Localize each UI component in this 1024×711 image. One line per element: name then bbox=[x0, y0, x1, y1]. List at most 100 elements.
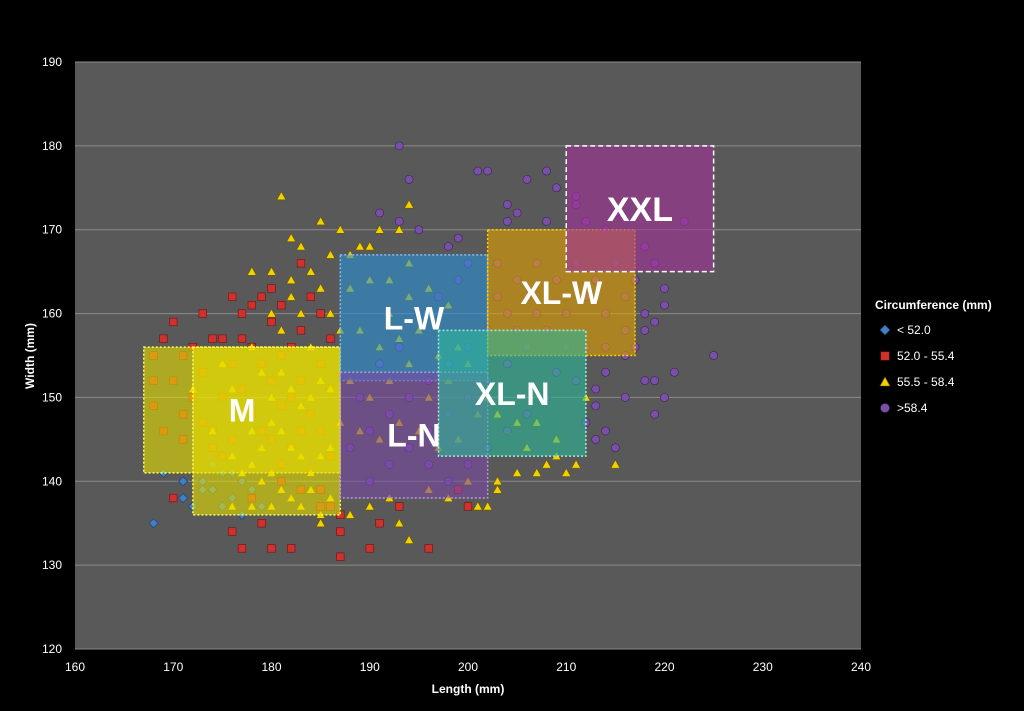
data-point bbox=[709, 351, 718, 360]
data-point bbox=[601, 426, 610, 436]
data-point bbox=[218, 334, 227, 343]
legend-label: 52.0 - 55.4 bbox=[897, 349, 955, 363]
data-point bbox=[552, 183, 561, 193]
x-tick-label: 200 bbox=[458, 660, 478, 674]
zone-label-xxl: XXL bbox=[607, 191, 673, 229]
data-point bbox=[591, 384, 601, 394]
data-point bbox=[315, 283, 326, 293]
data-point bbox=[364, 241, 375, 251]
data-point bbox=[483, 166, 493, 176]
data-point bbox=[404, 199, 415, 209]
data-point bbox=[492, 476, 503, 486]
data-point bbox=[295, 241, 306, 251]
data-point bbox=[669, 367, 679, 377]
data-point bbox=[169, 493, 178, 503]
data-point bbox=[276, 191, 287, 201]
axis-tick-labels: 160 170 180 190 200 210 220 230 240 120 130 140 150 1… bbox=[42, 55, 871, 674]
data-point bbox=[375, 519, 384, 528]
data-point bbox=[591, 435, 601, 444]
size-zone-xxl bbox=[565, 145, 715, 273]
legend-marker-triangle bbox=[879, 376, 891, 387]
data-point bbox=[394, 224, 405, 234]
y-axis-title: Width (mm) bbox=[23, 323, 37, 389]
data-point bbox=[266, 308, 277, 318]
data-point bbox=[640, 376, 650, 386]
legend: Circumference (mm) < 52.0 52.0 - 55.4 55.5… bbox=[875, 298, 992, 415]
data-point bbox=[650, 376, 660, 386]
x-tick-label: 170 bbox=[163, 660, 183, 674]
data-point bbox=[542, 216, 551, 226]
data-point bbox=[267, 544, 276, 553]
data-point bbox=[169, 317, 178, 327]
legend-label: >58.4 bbox=[897, 401, 928, 415]
data-point bbox=[237, 544, 247, 553]
data-point bbox=[531, 467, 542, 477]
data-point bbox=[257, 519, 266, 528]
data-point bbox=[571, 459, 582, 469]
data-point bbox=[395, 502, 404, 511]
x-tick-label: 230 bbox=[753, 660, 773, 674]
data-point bbox=[522, 175, 532, 184]
data-point bbox=[286, 291, 297, 301]
legend-label: < 52.0 bbox=[897, 323, 931, 337]
data-point bbox=[286, 274, 297, 284]
data-point bbox=[178, 476, 188, 487]
data-point bbox=[640, 309, 650, 318]
y-tick-label: 190 bbox=[42, 55, 62, 69]
size-zone-m bbox=[192, 346, 342, 516]
data-point bbox=[287, 544, 296, 553]
x-tick-label: 220 bbox=[654, 660, 674, 674]
data-point bbox=[650, 409, 660, 419]
data-point bbox=[267, 317, 276, 327]
data-point bbox=[326, 334, 335, 343]
data-point bbox=[295, 308, 306, 318]
data-point bbox=[267, 284, 276, 293]
data-point bbox=[591, 401, 601, 411]
data-point bbox=[364, 501, 375, 511]
data-point bbox=[306, 292, 315, 301]
data-point bbox=[541, 459, 552, 469]
size-zone-xl-n bbox=[437, 329, 587, 457]
data-point bbox=[601, 367, 610, 377]
data-point bbox=[247, 301, 256, 310]
data-point bbox=[394, 518, 405, 528]
data-point bbox=[305, 266, 316, 276]
data-point bbox=[159, 334, 168, 343]
data-point bbox=[482, 501, 493, 511]
data-point bbox=[611, 443, 620, 453]
legend-marker-square bbox=[880, 351, 890, 361]
data-point bbox=[228, 292, 237, 301]
data-point bbox=[148, 518, 159, 529]
data-point bbox=[315, 216, 326, 226]
data-point bbox=[424, 544, 433, 553]
data-point bbox=[660, 393, 669, 402]
data-point bbox=[463, 502, 473, 511]
data-point bbox=[315, 518, 326, 528]
x-axis-title: Length (mm) bbox=[432, 682, 505, 696]
x-tick-label: 180 bbox=[261, 660, 281, 674]
data-point bbox=[512, 467, 523, 477]
data-point bbox=[228, 527, 237, 536]
data-point bbox=[404, 175, 414, 184]
data-point bbox=[502, 216, 512, 226]
data-point bbox=[336, 552, 345, 561]
data-point bbox=[325, 249, 336, 259]
data-point bbox=[198, 309, 207, 318]
data-point bbox=[472, 501, 483, 511]
data-point bbox=[325, 308, 336, 318]
data-point bbox=[542, 166, 551, 176]
legend-title: Circumference (mm) bbox=[875, 298, 992, 312]
data-point bbox=[277, 301, 286, 310]
data-point bbox=[640, 325, 650, 335]
legend-marker-diamond bbox=[879, 324, 891, 336]
size-zones: M L-W L-N XL-W XL-N XXL bbox=[143, 145, 715, 516]
zone-label-l-w: L-W bbox=[384, 300, 445, 336]
y-tick-label: 160 bbox=[42, 307, 62, 321]
data-point bbox=[266, 266, 277, 276]
y-tick-label: 150 bbox=[42, 390, 62, 404]
data-point bbox=[335, 224, 346, 234]
data-point bbox=[178, 493, 188, 503]
data-point bbox=[660, 284, 669, 293]
data-point bbox=[286, 232, 297, 242]
data-point bbox=[512, 208, 522, 218]
